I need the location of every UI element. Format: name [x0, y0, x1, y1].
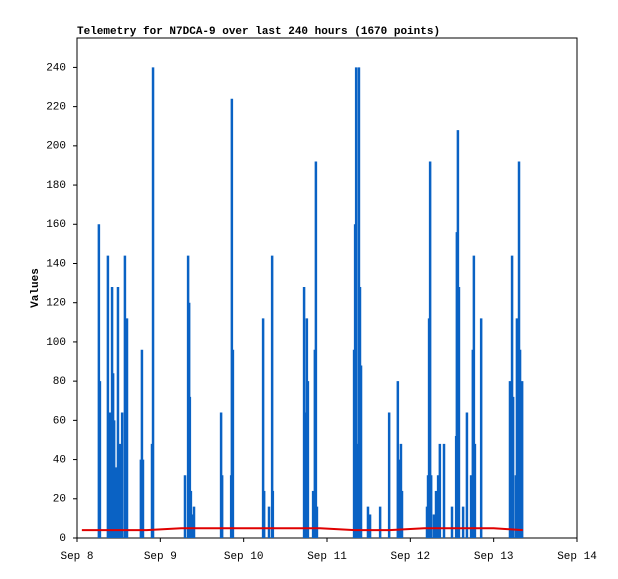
x-tick-label: Sep 13 [474, 551, 514, 563]
x-tick-label: Sep 14 [557, 551, 597, 563]
y-tick-label: 40 [53, 454, 66, 466]
y-tick-label: 100 [46, 337, 66, 349]
x-tick-label: Sep 10 [224, 551, 264, 563]
series-line [81, 527, 523, 532]
y-tick-label: 200 [46, 141, 66, 153]
x-tick-label: Sep 9 [144, 551, 177, 563]
x-tick-label: Sep 8 [60, 551, 93, 563]
y-tick-label: 20 [53, 494, 66, 506]
y-tick-label: 220 [46, 102, 66, 114]
y-tick-label: 180 [46, 180, 66, 192]
y-tick-label: 60 [53, 415, 66, 427]
y-axis-label: Values [30, 268, 42, 308]
x-tick-label: Sep 11 [307, 551, 347, 563]
x-tick-label: Sep 12 [391, 551, 431, 563]
y-tick-label: 140 [46, 258, 66, 270]
y-tick-label: 120 [46, 298, 66, 310]
chart-title: Telemetry for N7DCA-9 over last 240 hour… [77, 26, 440, 38]
y-tick-label: 240 [46, 62, 66, 74]
y-tick-label: 160 [46, 219, 66, 231]
y-tick-label: 0 [59, 533, 66, 545]
y-tick-label: 80 [53, 376, 66, 388]
